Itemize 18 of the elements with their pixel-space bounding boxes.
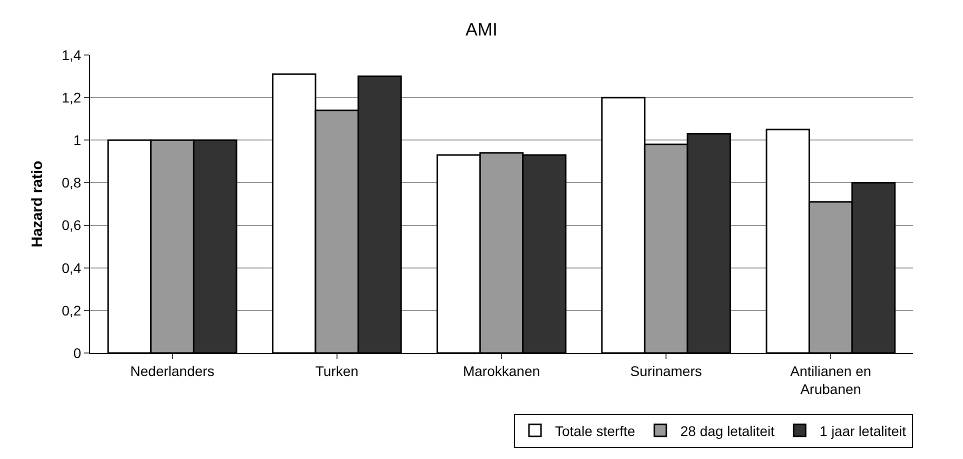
y-tick-label: 1,2 xyxy=(62,89,82,106)
y-tick-label: 1 xyxy=(73,132,82,148)
y-tick-label: 0 xyxy=(73,344,82,361)
chart-title: AMI xyxy=(465,20,498,40)
y-axis-title: Hazard ratio xyxy=(28,160,46,248)
x-tick-label: Turken xyxy=(315,362,358,379)
legend-label: 1 jaar letaliteit xyxy=(820,422,906,439)
y-tick-label: 0,4 xyxy=(62,260,82,276)
x-tick-label: Antilianen en Arubanen xyxy=(790,362,872,397)
y-tick-label: 0,2 xyxy=(62,302,82,318)
legend-label: 28 dag letaliteit xyxy=(680,422,775,439)
y-tick-label: 0,6 xyxy=(62,217,82,234)
x-tick-label: Surinamers xyxy=(630,362,702,379)
y-tick-label: 1,4 xyxy=(62,46,82,63)
y-tick-label: 0,8 xyxy=(62,174,82,191)
x-tick-label: Nederlanders xyxy=(130,362,214,379)
x-tick-label: Marokkanen xyxy=(462,362,540,379)
legend-label: Totale sterfte xyxy=(555,422,636,439)
